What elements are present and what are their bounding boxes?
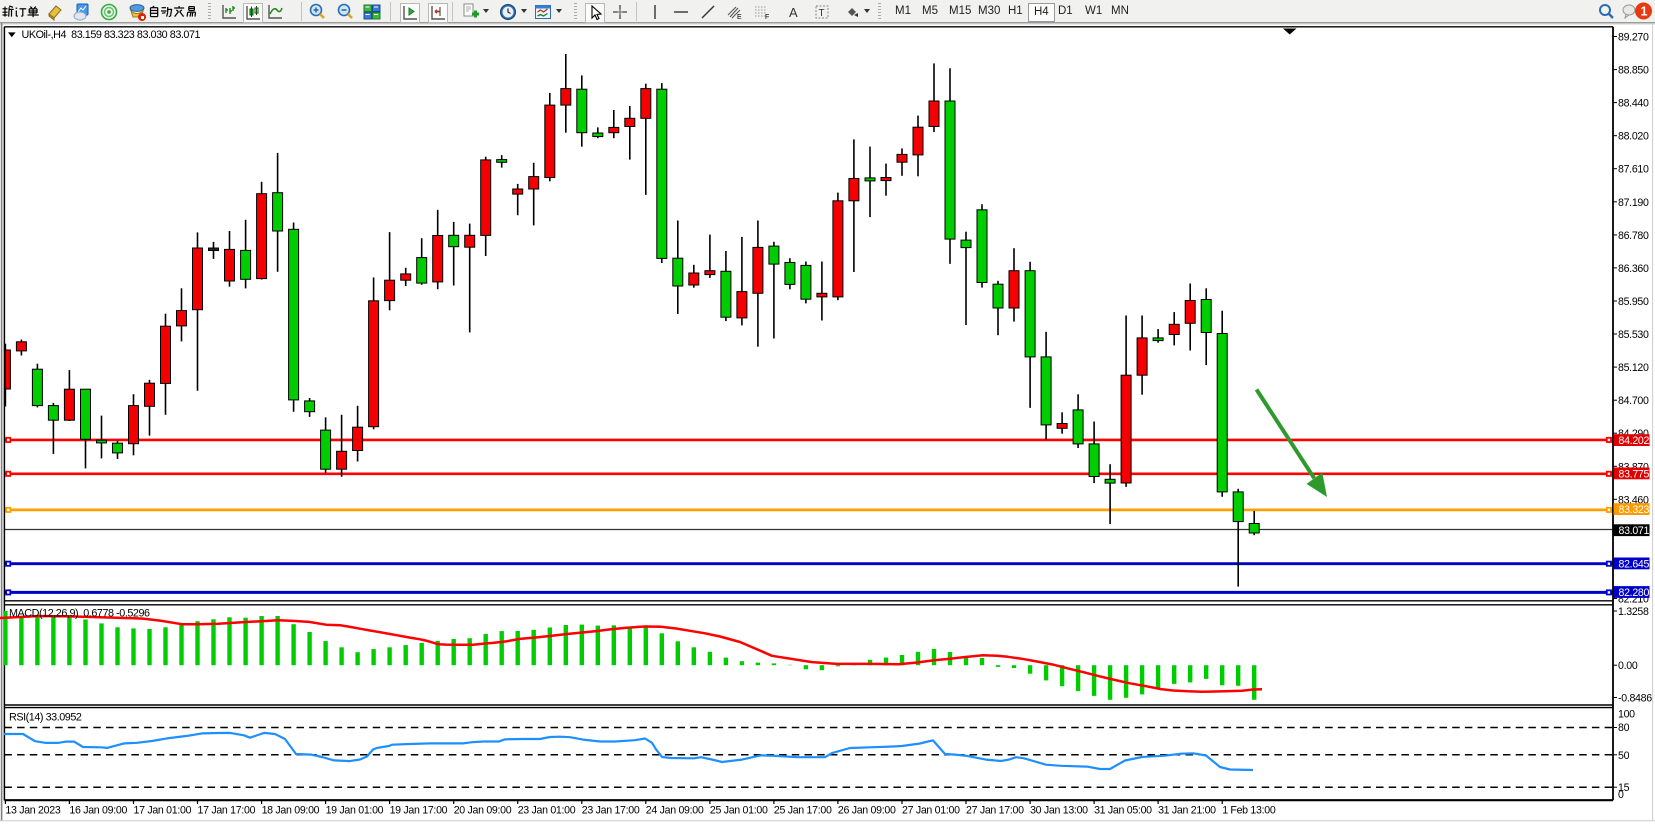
svg-text:T: T <box>819 8 825 19</box>
svg-text:F: F <box>765 14 769 21</box>
svg-text:31 Jan 21:00: 31 Jan 21:00 <box>1158 805 1216 817</box>
svg-text:88.850: 88.850 <box>1618 65 1649 77</box>
svg-text:84.202: 84.202 <box>1619 435 1650 447</box>
svg-text:13 Jan 2023: 13 Jan 2023 <box>5 805 60 817</box>
svg-text:17 Jan 17:00: 17 Jan 17:00 <box>198 805 256 817</box>
svg-text:84.700: 84.700 <box>1618 395 1649 407</box>
svg-text:15: 15 <box>1618 782 1630 794</box>
svg-text:50: 50 <box>1618 750 1630 762</box>
svg-text:80: 80 <box>1618 722 1630 734</box>
svg-text:20 Jan 09:00: 20 Jan 09:00 <box>454 805 512 817</box>
svg-text:88.020: 88.020 <box>1618 131 1649 143</box>
svg-text:83.071: 83.071 <box>1619 525 1650 537</box>
svg-text:82.645: 82.645 <box>1619 558 1650 570</box>
svg-text:0: 0 <box>1618 789 1624 801</box>
svg-text:25 Jan 01:00: 25 Jan 01:00 <box>710 805 768 817</box>
svg-text:85.950: 85.950 <box>1618 296 1649 308</box>
svg-text:87.190: 87.190 <box>1618 197 1649 209</box>
svg-text:26 Jan 09:00: 26 Jan 09:00 <box>838 805 896 817</box>
svg-text:23 Jan 17:00: 23 Jan 17:00 <box>582 805 640 817</box>
svg-text:1: 1 <box>1641 5 1648 19</box>
svg-text:19 Jan 17:00: 19 Jan 17:00 <box>390 805 448 817</box>
svg-text:85.120: 85.120 <box>1618 362 1649 374</box>
svg-text:E: E <box>737 14 742 21</box>
svg-text:1.3258: 1.3258 <box>1618 606 1649 618</box>
svg-text:25 Jan 17:00: 25 Jan 17:00 <box>774 805 832 817</box>
svg-text:16 Jan 09:00: 16 Jan 09:00 <box>69 805 127 817</box>
svg-text:88.440: 88.440 <box>1618 98 1649 110</box>
svg-text:82.280: 82.280 <box>1619 587 1650 599</box>
svg-text:27 Jan 01:00: 27 Jan 01:00 <box>902 805 960 817</box>
svg-text:0.00: 0.00 <box>1618 660 1638 672</box>
svg-text:27 Jan 17:00: 27 Jan 17:00 <box>966 805 1024 817</box>
svg-text:83.775: 83.775 <box>1619 468 1650 480</box>
svg-text:MACD(12,26,9) 0.6778 -0.5296: MACD(12,26,9) 0.6778 -0.5296 <box>9 607 150 619</box>
svg-text:31 Jan 05:00: 31 Jan 05:00 <box>1094 805 1152 817</box>
svg-text:86.780: 86.780 <box>1618 230 1649 242</box>
svg-text:87.610: 87.610 <box>1618 164 1649 176</box>
svg-text:RSI(14) 33.0952: RSI(14) 33.0952 <box>9 711 82 723</box>
svg-text:83.323: 83.323 <box>1619 504 1650 516</box>
svg-text:23 Jan 01:00: 23 Jan 01:00 <box>518 805 576 817</box>
svg-text:17 Jan 01:00: 17 Jan 01:00 <box>134 805 192 817</box>
svg-text:30 Jan 13:00: 30 Jan 13:00 <box>1030 805 1088 817</box>
svg-text:89.270: 89.270 <box>1618 32 1649 44</box>
svg-text:A: A <box>789 5 798 20</box>
svg-text:100: 100 <box>1618 709 1635 721</box>
svg-text:18 Jan 09:00: 18 Jan 09:00 <box>262 805 320 817</box>
svg-text:UKOil-,H4 83.159 83.323 83.03: UKOil-,H4 83.159 83.323 83.030 83.071 <box>22 29 201 41</box>
svg-text:86.360: 86.360 <box>1618 263 1649 275</box>
svg-text:1 Feb 13:00: 1 Feb 13:00 <box>1222 805 1276 817</box>
svg-text:-0.8486: -0.8486 <box>1618 693 1652 705</box>
svg-text:24 Jan 09:00: 24 Jan 09:00 <box>646 805 704 817</box>
svg-text:85.530: 85.530 <box>1618 329 1649 341</box>
svg-text:19 Jan 01:00: 19 Jan 01:00 <box>326 805 384 817</box>
